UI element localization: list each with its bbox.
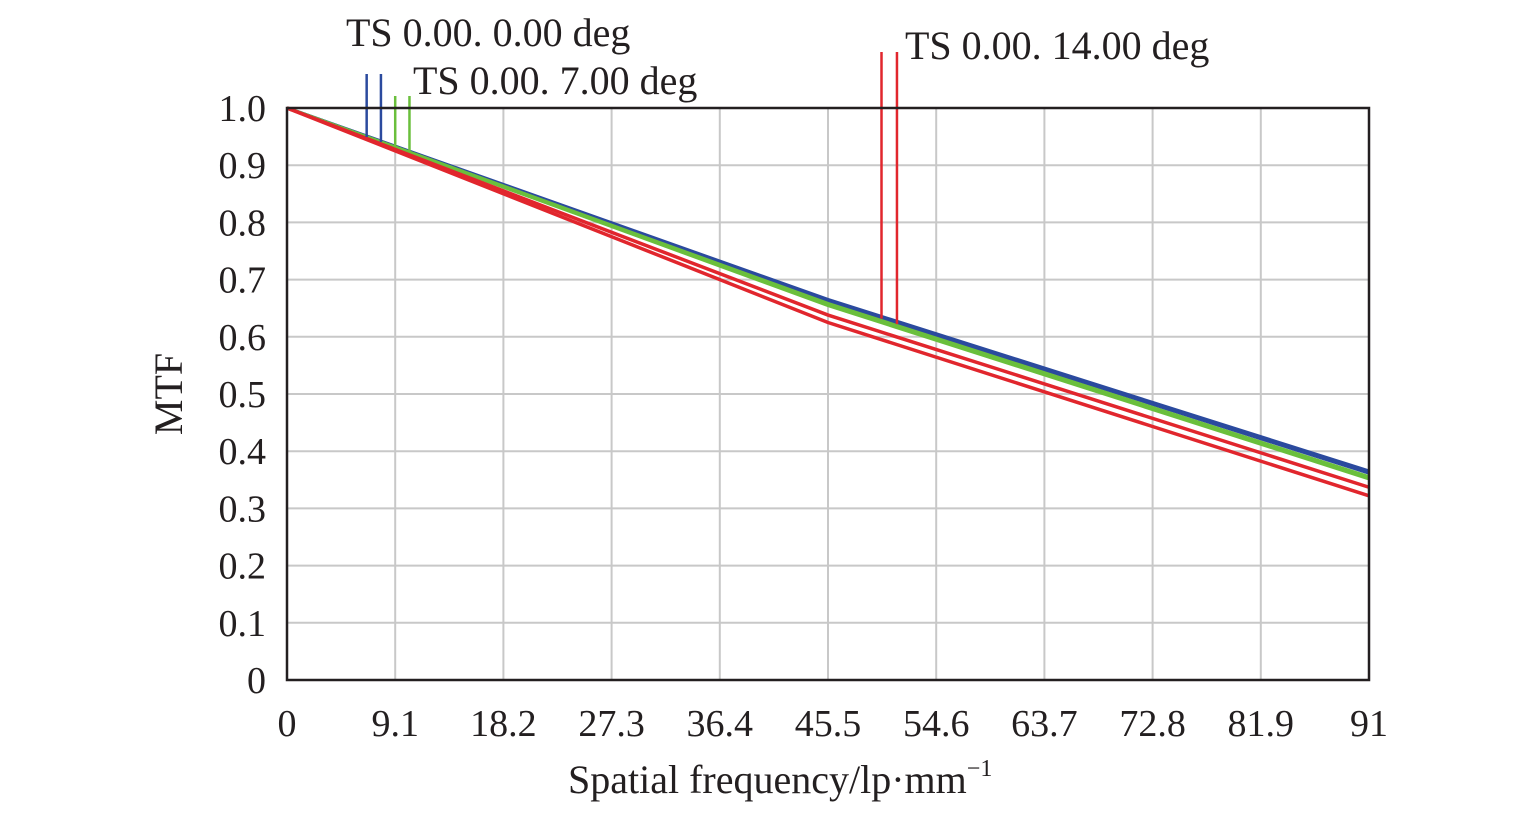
y-tick-label: 1.0 (219, 88, 267, 130)
x-tick-label: 18.2 (470, 703, 537, 745)
y-tick-label: 0.4 (219, 431, 267, 473)
x-tick-label: 81.9 (1228, 703, 1295, 745)
legend-label-7deg: TS 0.00. 7.00 deg (413, 58, 697, 103)
y-tick-labels: 0 0.1 0.2 0.3 0.4 0.5 0.6 0.7 0.8 0.9 1.0 (219, 88, 267, 702)
x-tick-label: 27.3 (578, 703, 645, 745)
legend: TS 0.00. 0.00 deg TS 0.00. 7.00 deg TS 0… (346, 10, 1209, 103)
mtf-curve-6 (286, 106, 1370, 498)
y-tick-label: 0.3 (219, 488, 267, 530)
y-tick-label: 0.7 (219, 260, 267, 302)
plot-frame (285, 106, 1371, 682)
x-tick-label: 72.8 (1119, 703, 1186, 745)
mtf-curve-5 (286, 106, 1370, 489)
legend-label-0deg: TS 0.00. 0.00 deg (346, 10, 630, 55)
x-tick-label: 54.6 (903, 703, 970, 745)
y-tick-label: 0 (247, 660, 266, 702)
x-tick-label: 91 (1350, 703, 1388, 745)
y-tick-label: 0.6 (219, 317, 267, 359)
x-tick-label: 63.7 (1011, 703, 1078, 745)
y-tick-label: 0.1 (219, 603, 267, 645)
y-axis-title: MTF (146, 353, 191, 435)
y-tick-label: 0.5 (219, 374, 267, 416)
legend-markers (365, 52, 899, 325)
x-axis-title: Spatial frequency/lp·mm−1 (568, 756, 992, 802)
x-tick-label: 36.4 (687, 703, 754, 745)
x-tick-label: 9.1 (371, 703, 419, 745)
y-tick-label: 0.8 (219, 202, 267, 244)
y-tick-label: 0.2 (219, 546, 267, 588)
x-tick-labels: 0 9.1 18.2 27.3 36.4 45.5 54.6 63.7 72.8 81.9 91 (278, 703, 1389, 745)
x-tick-label: 0 (278, 703, 297, 745)
grid (287, 108, 1369, 680)
mtf-curves (286, 106, 1370, 498)
legend-label-14deg: TS 0.00. 14.00 deg (905, 23, 1209, 68)
x-axis-title-exponent: −1 (967, 756, 993, 782)
x-axis-title-main: Spatial frequency/lp·mm (568, 757, 967, 802)
y-tick-label: 0.9 (219, 145, 267, 187)
x-tick-label: 45.5 (795, 703, 862, 745)
mtf-curve-4 (286, 106, 1370, 481)
